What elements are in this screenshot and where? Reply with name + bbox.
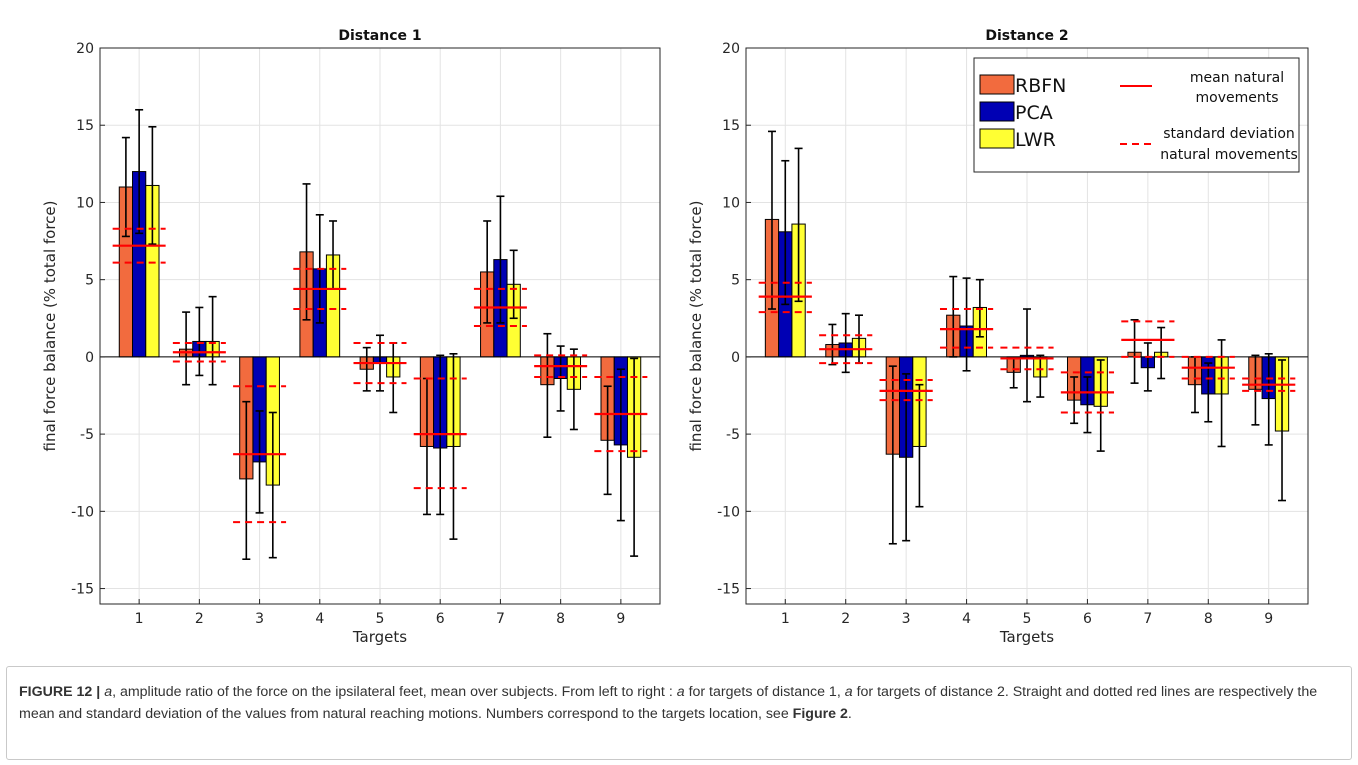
x-tick-label: 8 xyxy=(1204,611,1213,627)
x-tick-label: 3 xyxy=(255,611,264,627)
caption-var: a xyxy=(104,684,113,700)
caption-end: . xyxy=(847,706,852,722)
legend-std-label-2: natural movements xyxy=(1160,147,1298,163)
y-tick-label: -5 xyxy=(80,427,94,443)
y-tick-label: 15 xyxy=(722,118,740,134)
legend-label-pca: PCA xyxy=(1015,102,1053,124)
y-tick-label: 15 xyxy=(76,118,94,134)
x-tick-label: 2 xyxy=(195,611,204,627)
x-tick-label: 7 xyxy=(496,611,505,627)
y-tick-label: -15 xyxy=(71,582,94,598)
legend-mean-label-1: mean natural xyxy=(1190,70,1284,86)
x-tick-label: 5 xyxy=(376,611,385,627)
y-tick-label: 5 xyxy=(85,273,94,289)
legend-swatch-pca xyxy=(979,101,1015,122)
chart-distance-2: 20 15 10 5 0 -5 -10 -15 1 2 3 4 5 6 7 8 9 Distance 2 Targe… xyxy=(687,28,1309,646)
y-tick-label: -15 xyxy=(717,582,740,598)
caption-var-2: a xyxy=(676,684,685,700)
caption-part3: for targets of distance 2. Straight and … xyxy=(19,684,1318,722)
x-tick-label: 1 xyxy=(781,611,790,627)
x-tick-label: 9 xyxy=(1264,611,1273,627)
caption-part2: for targets of distance 1, xyxy=(688,684,841,700)
y-tick-label: 10 xyxy=(76,195,94,211)
x-tick-label: 9 xyxy=(616,611,625,627)
y-tick-label: 5 xyxy=(731,273,740,289)
y-tick-label: 10 xyxy=(722,195,740,211)
caption-part1: , amplitude ratio of the force on the ip… xyxy=(112,684,673,700)
x-tick-label: 1 xyxy=(135,611,144,627)
y-tick-label: 20 xyxy=(722,41,740,57)
x-tick-label: 5 xyxy=(1023,611,1032,627)
legend-swatch-lwr xyxy=(979,128,1015,149)
legend-box xyxy=(973,57,1300,173)
y-tick-label: 0 xyxy=(85,350,94,366)
y-tick-label: -10 xyxy=(71,504,94,520)
x-tick-label: 8 xyxy=(556,611,565,627)
caption-figure-label: FIGURE 12 | xyxy=(19,684,101,700)
x-tick-label: 3 xyxy=(902,611,911,627)
y-axis-label: final force balance (% total force) xyxy=(41,200,59,451)
y-tick-label: -5 xyxy=(726,427,740,443)
chart-title: Distance 2 xyxy=(985,28,1068,44)
y-tick-label: 20 xyxy=(76,41,94,57)
x-tick-label: 6 xyxy=(1083,611,1092,627)
chart-distance-1: 20 15 10 5 0 -5 -10 -15 1 2 3 4 5 6 7 8 9 Distance 1 Targe… xyxy=(41,28,661,646)
y-axis-label: final force balance (% total force) xyxy=(687,200,705,451)
x-tick-label: 4 xyxy=(315,611,324,627)
legend-mean-label-2: movements xyxy=(1195,90,1278,106)
legend-swatch-rbfn xyxy=(979,74,1015,95)
caption-var-3: a xyxy=(844,684,853,700)
x-tick-label: 7 xyxy=(1143,611,1152,627)
legend-std-label-1: standard deviation xyxy=(1163,126,1295,142)
legend-label-rbfn: RBFN xyxy=(1015,75,1066,97)
x-tick-label: 4 xyxy=(962,611,971,627)
legend-label-lwr: LWR xyxy=(1015,129,1056,151)
x-axis-label: Targets xyxy=(999,628,1054,646)
figure-caption: FIGURE 12 | a, amplitude ratio of the fo… xyxy=(6,666,1352,760)
y-tick-label: 0 xyxy=(731,350,740,366)
y-tick-label: -10 xyxy=(717,504,740,520)
caption-figure-ref: Figure 2 xyxy=(792,706,848,722)
x-tick-label: 6 xyxy=(436,611,445,627)
x-axis-label: Targets xyxy=(352,628,407,646)
x-tick-label: 2 xyxy=(841,611,850,627)
chart-legend: RBFN PCA LWR mean natural movements standard … xyxy=(973,57,1300,173)
chart-title: Distance 1 xyxy=(338,28,421,44)
